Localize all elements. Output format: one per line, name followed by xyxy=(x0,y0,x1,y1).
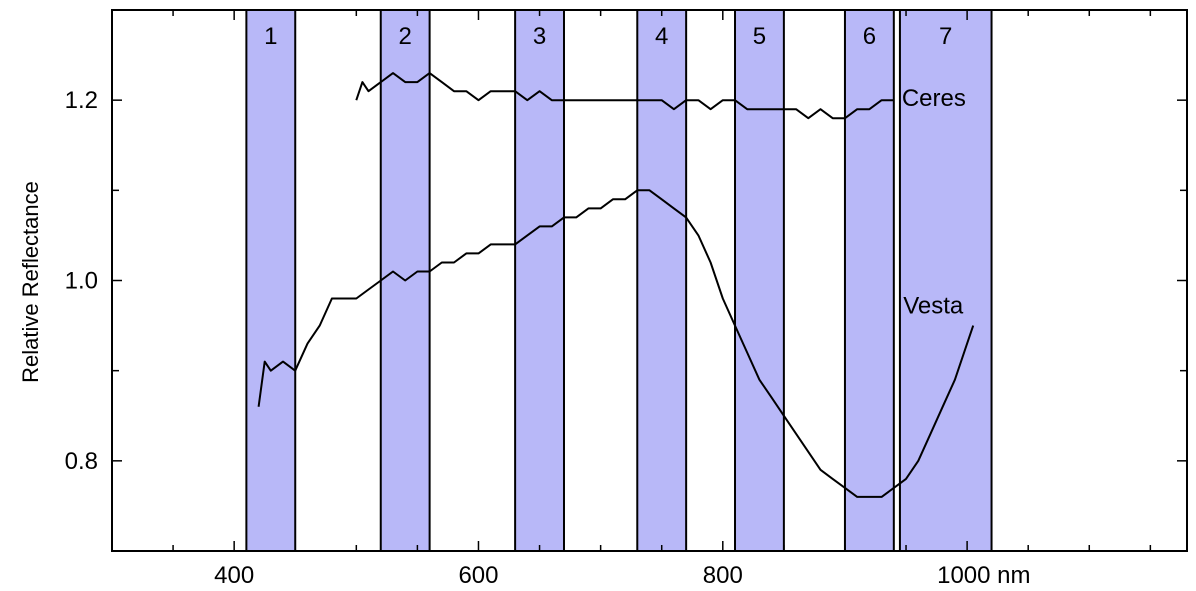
tick-labels: 400 600 800 1000 nm 0.8 1.0 1.2 xyxy=(65,87,1031,589)
series-labels: Ceres Vesta xyxy=(902,85,966,319)
series-vesta-line xyxy=(257,189,975,498)
band-label-3: 3 xyxy=(533,23,546,50)
band-label-6: 6 xyxy=(863,23,876,50)
band-label-4: 4 xyxy=(655,23,668,50)
axis-ticks xyxy=(111,9,1188,552)
band-labels: 1 2 3 4 5 6 7 xyxy=(264,23,952,50)
y-axis-label: Relative Reflectance xyxy=(18,181,43,383)
band-5 xyxy=(734,9,785,552)
x-tick-label: 400 xyxy=(214,562,254,589)
series-label-vesta: Vesta xyxy=(903,293,964,320)
y-tick-label: 1.0 xyxy=(65,268,98,295)
series-ceres-line xyxy=(355,72,894,120)
band-1 xyxy=(245,9,297,552)
band-6 xyxy=(843,9,895,552)
band-label-7: 7 xyxy=(939,23,952,50)
band-label-2: 2 xyxy=(399,23,412,50)
series-lines xyxy=(257,72,975,498)
band-label-1: 1 xyxy=(264,23,277,50)
x-tick-label: 1000 nm xyxy=(937,562,1030,589)
wavelength-bands xyxy=(245,9,993,552)
band-4 xyxy=(636,9,688,552)
x-tick-label: 600 xyxy=(458,562,498,589)
x-tick-label: 800 xyxy=(703,562,743,589)
y-tick-label: 1.2 xyxy=(65,87,98,114)
series-label-ceres: Ceres xyxy=(902,85,966,112)
band-label-5: 5 xyxy=(753,23,766,50)
y-tick-label: 0.8 xyxy=(65,448,98,475)
